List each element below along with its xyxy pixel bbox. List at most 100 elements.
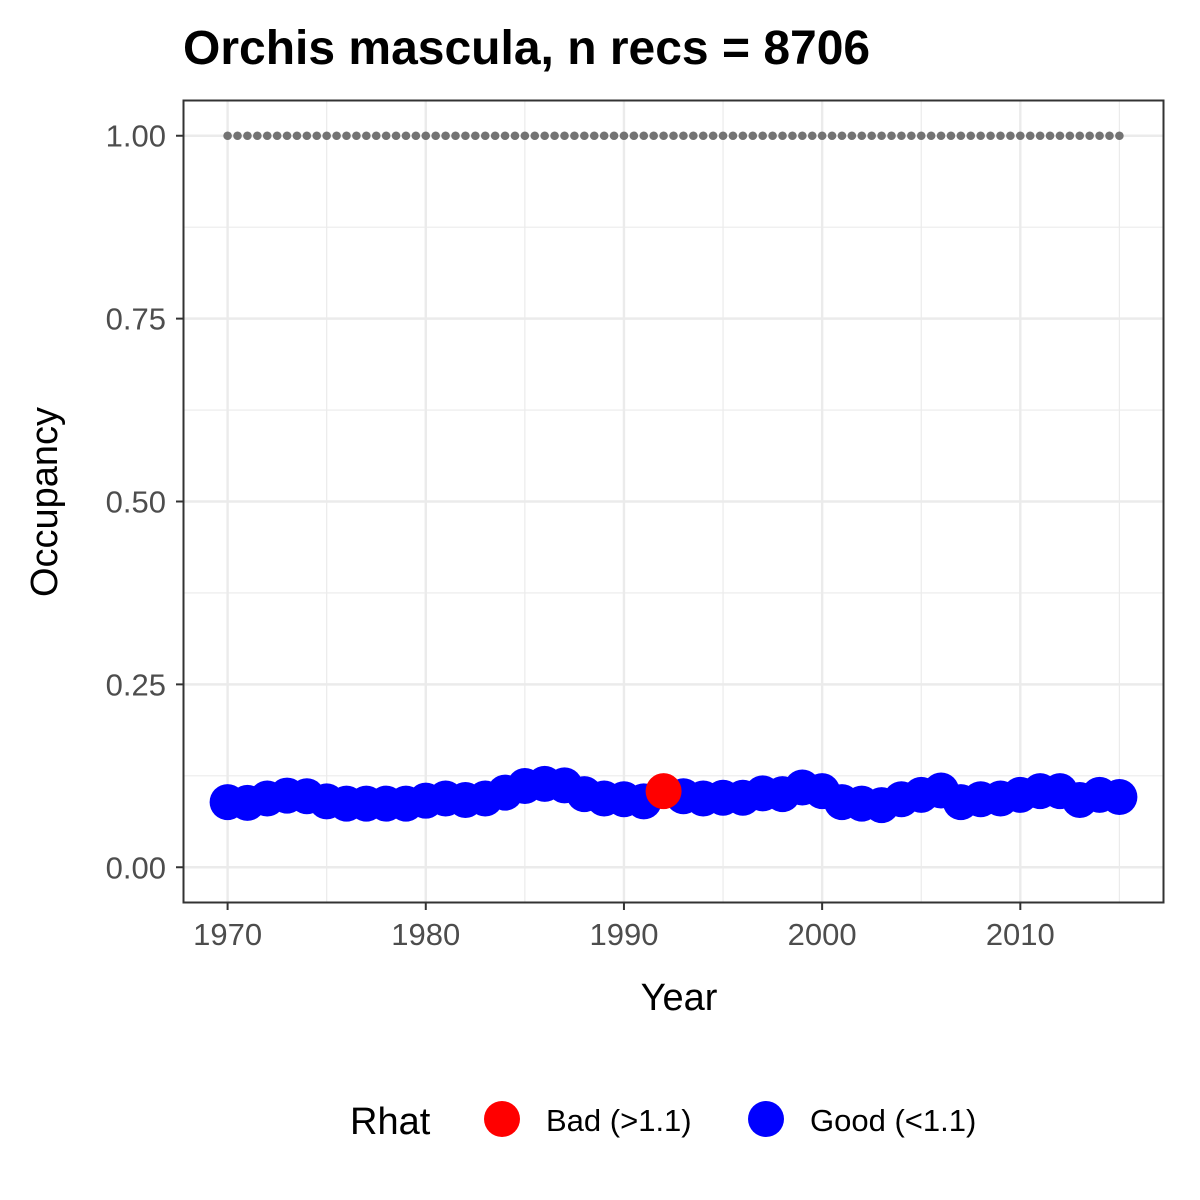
- reference-dot: [411, 131, 421, 141]
- reference-dot: [272, 131, 282, 141]
- reference-dot: [956, 131, 966, 141]
- x-axis-title: Year: [641, 977, 718, 1019]
- reference-dot: [342, 131, 351, 141]
- reference-dot: [362, 131, 371, 141]
- reference-dot: [1085, 131, 1094, 141]
- reference-dot: [471, 131, 480, 141]
- reference-dot: [223, 131, 232, 141]
- reference-dot: [332, 131, 341, 141]
- reference-dot: [996, 131, 1005, 141]
- legend-label-bad: Bad (>1.1): [546, 1103, 692, 1138]
- reference-dot: [540, 131, 549, 141]
- reference-dot: [480, 131, 490, 141]
- reference-dot: [907, 131, 916, 141]
- reference-dot: [510, 131, 520, 141]
- reference-dot: [768, 131, 777, 141]
- reference-dot: [580, 131, 589, 141]
- reference-dot: [857, 131, 867, 141]
- reference-dot: [461, 131, 470, 141]
- reference-dot: [1095, 131, 1104, 141]
- data-point-good: [1101, 779, 1138, 816]
- y-axis: 0.00 0.25 0.50 0.75 1.00: [106, 119, 184, 885]
- reference-dot: [847, 131, 857, 141]
- legend-key-bad: [484, 1101, 520, 1137]
- reference-dot: [936, 131, 946, 141]
- reference-dot: [986, 131, 995, 141]
- reference-dot: [1035, 131, 1045, 141]
- chart-title: Orchis mascula, n recs = 8706: [183, 22, 870, 75]
- reference-dot: [926, 131, 936, 141]
- reference-dotted-line: [223, 131, 1124, 141]
- reference-dot: [1075, 131, 1085, 141]
- reference-dot: [738, 131, 748, 141]
- reference-dot: [451, 131, 460, 141]
- y-tick-label: 0.25: [106, 667, 166, 702]
- legend: Rhat Bad (>1.1) Good (<1.1): [350, 1101, 976, 1143]
- reference-dot: [1115, 131, 1124, 141]
- reference-dot: [401, 131, 411, 141]
- reference-dot: [391, 131, 401, 141]
- reference-dot: [698, 131, 708, 141]
- reference-dot: [669, 131, 678, 141]
- x-tick-label: 1980: [391, 917, 460, 952]
- x-tick-label: 1970: [193, 917, 262, 952]
- reference-dot: [233, 131, 242, 141]
- reference-dot: [619, 131, 629, 141]
- reference-dot: [371, 131, 381, 141]
- x-tick-label: 2000: [788, 917, 857, 952]
- y-tick-label: 0.75: [106, 302, 166, 337]
- reference-dot: [560, 131, 569, 141]
- y-tick-label: 0.00: [106, 850, 166, 885]
- data-point-bad: [645, 773, 682, 810]
- reference-dot: [520, 131, 530, 141]
- reference-dot: [322, 131, 331, 141]
- reference-dot: [282, 131, 292, 141]
- x-tick-label: 2010: [986, 917, 1055, 952]
- reference-dot: [441, 131, 450, 141]
- reference-dot: [659, 131, 668, 141]
- reference-dot: [679, 131, 688, 141]
- reference-dot: [302, 131, 312, 141]
- reference-dot: [778, 131, 787, 141]
- reference-dot: [916, 131, 926, 141]
- reference-dot: [728, 131, 738, 141]
- reference-dot: [253, 131, 262, 141]
- x-axis: 1970 1980 1990 2000 2010: [193, 902, 1055, 952]
- reference-dot: [1045, 131, 1055, 141]
- reference-dot: [243, 131, 252, 141]
- reference-dot: [589, 131, 599, 141]
- y-tick-label: 1.00: [106, 119, 166, 154]
- reference-dot: [381, 131, 391, 141]
- reference-dot: [807, 131, 817, 141]
- reference-dot: [262, 131, 272, 141]
- reference-dot: [887, 131, 896, 141]
- reference-dot: [1055, 131, 1065, 141]
- reference-dot: [550, 131, 559, 141]
- reference-dot: [718, 131, 728, 141]
- reference-dot: [817, 131, 827, 141]
- legend-key-good: [748, 1101, 784, 1137]
- reference-dot: [500, 131, 510, 141]
- reference-dot: [689, 131, 698, 141]
- reference-dot: [530, 131, 540, 141]
- reference-dot: [421, 131, 431, 141]
- reference-dot: [758, 131, 767, 141]
- reference-dot: [708, 131, 718, 141]
- reference-dot: [966, 131, 976, 141]
- reference-dot: [629, 131, 639, 141]
- reference-dot: [867, 131, 876, 141]
- reference-dot: [352, 131, 361, 141]
- reference-dot: [798, 131, 807, 141]
- reference-dot: [292, 131, 302, 141]
- reference-dot: [788, 131, 797, 141]
- reference-dot: [946, 131, 956, 141]
- x-tick-label: 1990: [589, 917, 658, 952]
- legend-title: Rhat: [350, 1101, 431, 1143]
- reference-dot: [827, 131, 837, 141]
- y-tick-label: 0.50: [106, 485, 166, 520]
- reference-dot: [649, 131, 658, 141]
- reference-dot: [312, 131, 322, 141]
- reference-dot: [570, 131, 579, 141]
- reference-dot: [490, 131, 500, 141]
